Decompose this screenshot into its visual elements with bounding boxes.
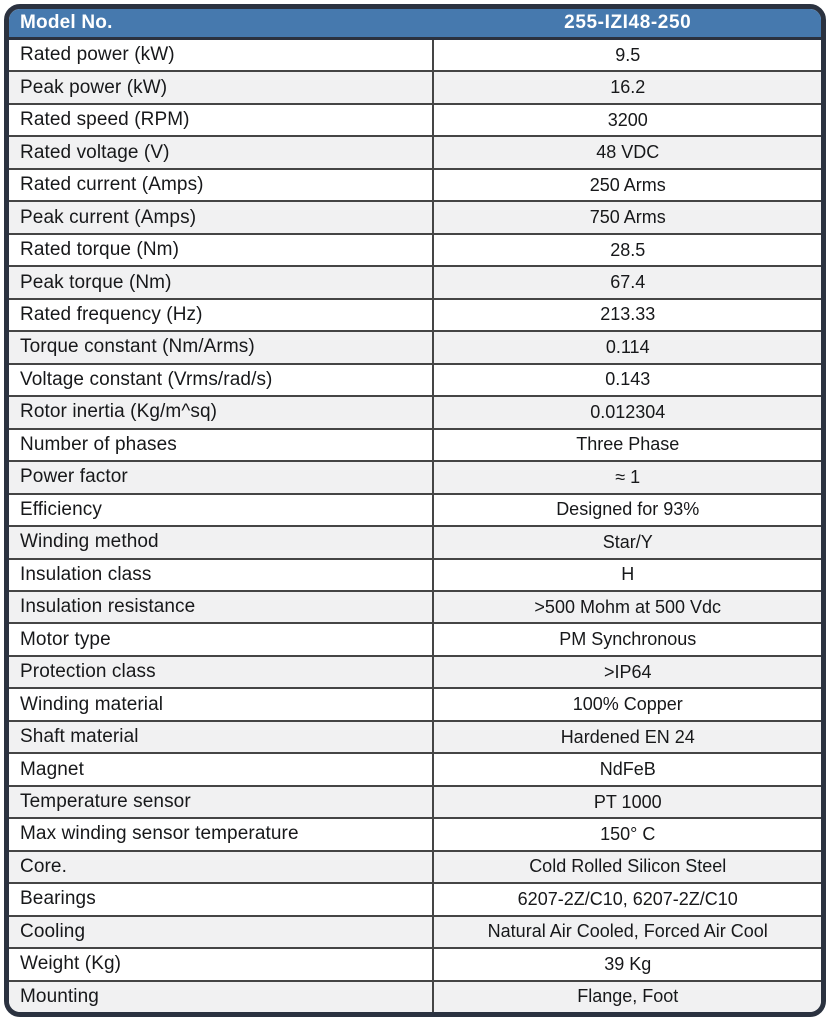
table-row: Efficiency Designed for 93% [9, 494, 821, 528]
spec-value: 150° C [600, 823, 656, 844]
spec-label: Insulation class [9, 559, 435, 590]
table-row: Motor type PM Synchronous [9, 624, 821, 657]
spec-label: Efficiency [9, 494, 435, 526]
spec-value: 9.5 [615, 44, 641, 65]
spec-label: Torque constant (Nm/Arms) [9, 332, 435, 363]
spec-label: Rated voltage (V) [9, 137, 435, 168]
spec-value: >IP64 [603, 661, 652, 682]
spec-value: Hardened EN 24 [560, 726, 695, 747]
table-row: Bearings 6207-2Z/C10, 6207-2Z/C10 [9, 884, 821, 917]
table-row: Insulation class H [9, 559, 821, 592]
spec-label: Rated current (Amps) [9, 169, 435, 201]
spec-label: Motor type [9, 624, 435, 655]
table-header-row: Model No. 255-IZI48-250 [9, 9, 821, 40]
spec-value: 0.012304 [590, 401, 666, 422]
table-row: Number of phases Three Phase [9, 429, 821, 463]
table-row: Max winding sensor temperature 150° C [9, 819, 821, 852]
table-row: Rated frequency (Hz) 213.33 [9, 299, 821, 333]
spec-label: Core. [9, 851, 435, 883]
spec-value: Three Phase [576, 434, 680, 455]
table-row: Insulation resistance >500 Mohm at 500 V… [9, 591, 821, 625]
spec-label: Shaft material [9, 721, 435, 753]
table-row: Rated speed (RPM) 3200 [9, 104, 821, 138]
spec-label: Peak power (kW) [9, 72, 435, 103]
spec-label: Peak torque (Nm) [9, 267, 435, 298]
spec-value: PT 1000 [593, 791, 662, 812]
spec-table: Model No. 255-IZI48-250 Rated power (kW)… [4, 4, 826, 1017]
spec-value: NdFeB [599, 759, 656, 780]
table-row: Protection class >IP64 [9, 656, 821, 690]
spec-value: 28.5 [610, 239, 646, 260]
header-model-no-label: Model No. [20, 12, 113, 33]
spec-value: Star/Y [602, 531, 653, 552]
table-row: Temperature sensor PT 1000 [9, 786, 821, 820]
spec-label: Voltage constant (Vrms/rad/s) [9, 364, 435, 396]
table-row: Winding method Star/Y [9, 527, 821, 560]
spec-value: 100% Copper [572, 694, 683, 715]
spec-value: H [621, 564, 635, 585]
table-row: Peak torque (Nm) 67.4 [9, 267, 821, 300]
table-row: Winding material 100% Copper [9, 689, 821, 722]
spec-value: 67.4 [610, 272, 646, 293]
spec-value: Designed for 93% [556, 499, 700, 520]
table-row: Rated current (Amps) 250 Arms [9, 169, 821, 203]
spec-value: Natural Air Cooled, Forced Air Cool [487, 921, 768, 942]
spec-label: Power factor [9, 462, 435, 493]
spec-label: Rated torque (Nm) [9, 234, 435, 266]
spec-label: Weight (Kg) [9, 949, 435, 980]
table-row: Rotor inertia (Kg/m^sq) 0.012304 [9, 397, 821, 430]
table-row: Cooling Natural Air Cooled, Forced Air C… [9, 916, 821, 950]
spec-value: 39 Kg [604, 953, 652, 974]
spec-value: 750 Arms [589, 207, 666, 228]
spec-label: Max winding sensor temperature [9, 819, 435, 850]
table-row: Weight (Kg) 39 Kg [9, 949, 821, 982]
spec-label: Number of phases [9, 429, 435, 461]
spec-value: 0.114 [605, 336, 650, 357]
table-row: Rated power (kW) 9.5 [9, 40, 821, 73]
spec-label: Cooling [9, 916, 435, 948]
spec-value: 250 Arms [589, 174, 666, 195]
table-body: Rated power (kW) 9.5 Peak power (kW) 16.… [9, 40, 821, 1012]
table-row: Core. Cold Rolled Silicon Steel [9, 851, 821, 885]
table-row: Torque constant (Nm/Arms) 0.114 [9, 332, 821, 365]
header-model-number: 255-IZI48-250 [564, 12, 692, 33]
table-row: Mounting Flange, Foot [9, 981, 821, 1012]
spec-label: Magnet [9, 754, 435, 785]
spec-value: ≈ 1 [615, 466, 641, 487]
spec-label: Rated speed (RPM) [9, 104, 435, 136]
spec-label: Protection class [9, 656, 435, 688]
spec-label: Bearings [9, 884, 435, 915]
table-row: Peak power (kW) 16.2 [9, 72, 821, 105]
spec-value: 0.143 [605, 369, 651, 390]
spec-value: 6207-2Z/C10, 6207-2Z/C10 [517, 888, 738, 909]
table-row: Rated torque (Nm) 28.5 [9, 234, 821, 268]
table-row: Magnet NdFeB [9, 754, 821, 787]
spec-value: PM Synchronous [559, 629, 697, 650]
spec-label: Temperature sensor [9, 786, 435, 818]
spec-label: Winding method [9, 527, 435, 558]
table-row: Peak current (Amps) 750 Arms [9, 202, 821, 235]
spec-label: Mounting [9, 981, 435, 1012]
spec-value: >500 Mohm at 500 Vdc [534, 596, 722, 617]
spec-label: Rotor inertia (Kg/m^sq) [9, 397, 435, 428]
spec-value: Cold Rolled Silicon Steel [529, 856, 727, 877]
table-row: Shaft material Hardened EN 24 [9, 721, 821, 755]
spec-label: Rated power (kW) [9, 40, 435, 71]
spec-label: Rated frequency (Hz) [9, 299, 435, 331]
spec-value: 48 VDC [596, 142, 660, 163]
spec-value: 3200 [607, 109, 648, 130]
spec-label: Peak current (Amps) [9, 202, 435, 233]
table-row: Power factor ≈ 1 [9, 462, 821, 495]
table-row: Rated voltage (V) 48 VDC [9, 137, 821, 170]
spec-value: Flange, Foot [577, 986, 679, 1007]
spec-label: Winding material [9, 689, 435, 720]
spec-value: 16.2 [610, 77, 646, 98]
spec-value: 213.33 [600, 304, 656, 325]
table-row: Voltage constant (Vrms/rad/s) 0.143 [9, 364, 821, 398]
spec-label: Insulation resistance [9, 591, 435, 623]
